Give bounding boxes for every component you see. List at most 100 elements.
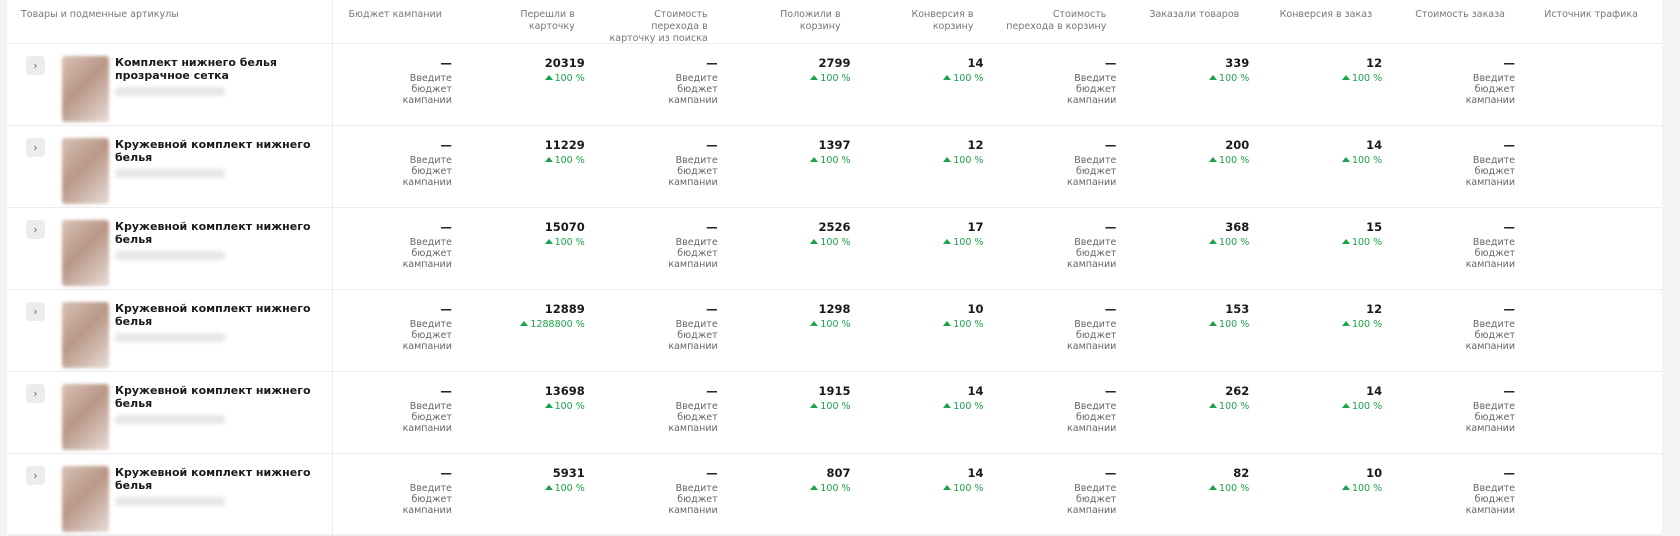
metric-cell: 14 100 % (865, 44, 998, 125)
column-header: Конверсия в корзину (911, 9, 974, 32)
metric-value: 14 (967, 384, 984, 398)
metric-value: 14 (967, 56, 984, 70)
metric-value: — (1503, 138, 1516, 152)
metric-value: — (706, 302, 718, 316)
metric-note: Введите бюджет кампании (402, 319, 452, 352)
expand-button[interactable]: › (26, 220, 45, 239)
metric-value: — (1104, 220, 1117, 234)
metric-cell: 12 100 % (865, 126, 998, 207)
table: Товары и подменные артикулы Бюджет кампан… (7, 0, 1662, 536)
metric-note: Введите бюджет кампании (1465, 319, 1516, 352)
metric-cell: — Введите бюджет кампании (333, 372, 466, 453)
metric-change: 100 % (732, 73, 850, 84)
traffic-source-cell (1529, 44, 1662, 125)
metric-note: Введите бюджет кампании (1067, 483, 1117, 516)
metric-cell: 10 100 % (1263, 454, 1396, 535)
metric-cell: 807 100 % (732, 454, 865, 535)
metric-change: 100 % (1130, 155, 1249, 166)
expand-button[interactable]: › (26, 302, 45, 321)
expand-button[interactable]: › (26, 466, 45, 485)
metric-value: 15070 (544, 220, 585, 234)
metric-value: 12 (1366, 302, 1383, 316)
metric-cell: 153 100 % (1130, 290, 1263, 371)
metric-note: Введите бюджет кампании (402, 483, 452, 516)
metric-note: Введите бюджет кампании (1465, 483, 1516, 516)
metric-cell: 5931 100 % (466, 454, 599, 535)
product-info: Комплект нижнего белья прозрачное сетка (115, 56, 325, 96)
metric-change: 100 % (466, 483, 585, 494)
metric-change: 100 % (865, 483, 983, 494)
metric-value: — (1104, 466, 1117, 480)
metric-cell: — Введите бюджет кампании (997, 44, 1130, 125)
metric-value: — (706, 138, 718, 152)
metric-value: 5931 (552, 466, 585, 480)
metric-value: — (1104, 384, 1117, 398)
metric-change: 1288800 % (466, 319, 584, 330)
metric-value: 82 (1233, 466, 1250, 480)
metric-value: — (440, 220, 452, 234)
product-cell: › Кружевной комплект нижнего белья (7, 454, 333, 535)
metric-cell: 15070 100 % (466, 208, 599, 289)
metric-change: 100 % (1263, 237, 1382, 248)
metric-cell: 17 100 % (865, 208, 998, 289)
metric-cell: — Введите бюджет кампании (599, 208, 732, 289)
metric-value: 14 (967, 466, 984, 480)
metric-note: Введите бюджет кампании (1465, 237, 1516, 270)
metric-value: — (1503, 220, 1516, 234)
metric-cell: 14 100 % (865, 372, 998, 453)
metric-value: — (706, 466, 718, 480)
product-name: Кружевной комплект нижнего белья (115, 220, 311, 246)
metric-change: 100 % (1263, 483, 1382, 494)
metric-value: 15 (1366, 220, 1383, 234)
metric-note: Введите бюджет кампании (1465, 73, 1516, 106)
column-header: Конверсия в заказ (1279, 9, 1373, 20)
metric-change: 100 % (466, 155, 585, 166)
metric-change: 100 % (1263, 73, 1382, 84)
metric-change: 100 % (865, 155, 983, 166)
metric-cell: — Введите бюджет кампании (997, 208, 1130, 289)
metric-cell: 12 100 % (1263, 290, 1396, 371)
metric-note: Введите бюджет кампании (1067, 319, 1117, 352)
metric-value: 20319 (544, 56, 585, 70)
metric-value: — (1503, 384, 1516, 398)
metric-value: 14 (1366, 384, 1383, 398)
metric-cell: — Введите бюджет кампании (1396, 126, 1529, 207)
metric-change: 100 % (865, 73, 983, 84)
product-cell: › Кружевной комплект нижнего белья (7, 290, 333, 371)
metric-cell: — Введите бюджет кампании (997, 454, 1130, 535)
column-header: Товары и подменные артикулы (7, 0, 333, 45)
metric-value: — (440, 56, 452, 70)
metric-value: 11229 (544, 138, 585, 152)
product-info: Кружевной комплект нижнего белья (115, 220, 325, 260)
metric-note: Введите бюджет кампании (1465, 401, 1516, 434)
expand-button[interactable]: › (26, 56, 45, 75)
traffic-source-cell (1529, 208, 1662, 289)
column-header: Стоимость перехода в карточку из поиска (609, 9, 708, 44)
metric-note: Введите бюджет кампании (1067, 237, 1117, 270)
traffic-source-cell (1529, 126, 1662, 207)
metric-change: 100 % (732, 237, 850, 248)
traffic-source-cell (1529, 372, 1662, 453)
metric-cell: 339 100 % (1130, 44, 1263, 125)
metric-value: — (1503, 56, 1516, 70)
metric-cell: 2799 100 % (732, 44, 865, 125)
metric-change: 100 % (865, 401, 983, 412)
metric-change: 100 % (466, 401, 585, 412)
expand-button[interactable]: › (26, 384, 45, 403)
table-row: › Кружевной комплект нижнего белья — Введит… (7, 454, 1662, 536)
metric-change: 100 % (732, 319, 850, 330)
metric-change: 100 % (1130, 73, 1249, 84)
metric-cell: 1397 100 % (732, 126, 865, 207)
metric-cell: — Введите бюджет кампании (333, 208, 466, 289)
expand-button[interactable]: › (26, 138, 45, 157)
metric-note: Введите бюджет кампании (1067, 401, 1117, 434)
metric-change: 100 % (1263, 155, 1382, 166)
metric-cell: — Введите бюджет кампании (333, 290, 466, 371)
product-sku-blurred (115, 415, 225, 424)
metric-cell: 2526 100 % (732, 208, 865, 289)
metric-cell: — Введите бюджет кампании (1396, 44, 1529, 125)
metric-note: Введите бюджет кампании (668, 155, 718, 188)
product-cell: › Комплект нижнего белья прозрачное сетка (7, 44, 333, 125)
column-header: Источник трафика (1544, 9, 1638, 20)
metric-value: 1915 (818, 384, 851, 398)
